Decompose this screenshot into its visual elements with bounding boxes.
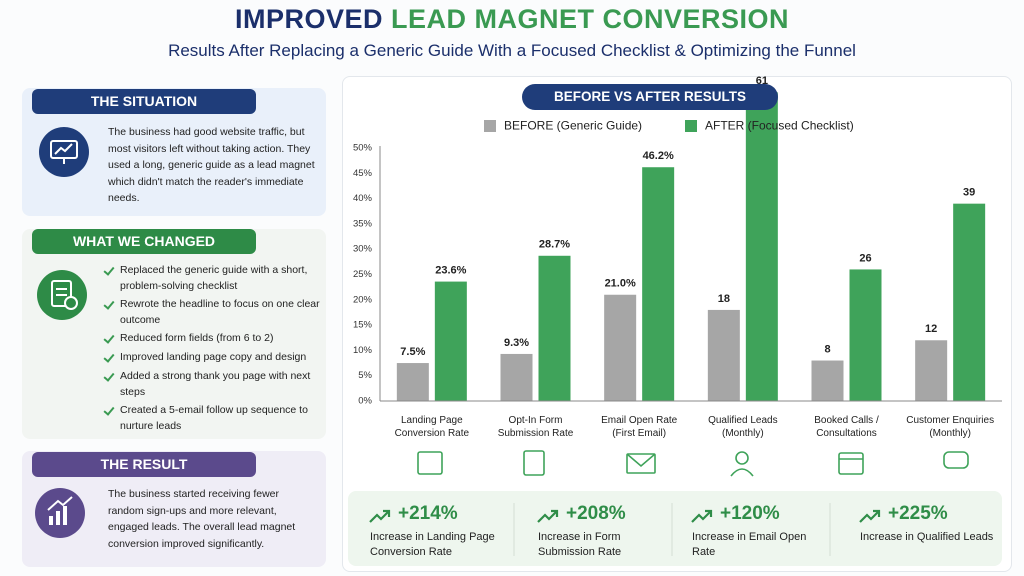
icon-part — [54, 143, 73, 155]
stat-label: Increase in Form Submission Rate — [538, 531, 622, 558]
value-label: 12 — [925, 323, 937, 335]
trend-arrow — [691, 510, 712, 523]
icon-part — [56, 511, 60, 525]
y-tick-label: 20% — [353, 294, 373, 305]
bar — [642, 167, 675, 401]
stat-value: +120% — [720, 503, 780, 524]
change-item: Reduced form fields (from 6 to 2) — [104, 331, 325, 347]
icon-part — [730, 468, 754, 477]
situation-text: The business had good website traffic, b… — [108, 126, 315, 204]
icon-part — [47, 496, 73, 511]
y-tick-label: 25% — [353, 269, 373, 280]
situation-icon — [39, 127, 89, 177]
trend-arrow-head — [705, 509, 713, 517]
value-label: 26 — [859, 252, 871, 264]
value-label: 8 — [824, 343, 830, 355]
value-label: 9.3% — [504, 337, 529, 349]
situation-heading: THE SITUATION — [32, 89, 256, 114]
value-label: 28.7% — [539, 239, 570, 251]
bar — [500, 353, 533, 401]
bar — [953, 203, 986, 401]
x-tick-label: Booked Calls / Consultations — [814, 415, 879, 439]
icon-part — [417, 451, 443, 475]
bar — [707, 309, 740, 401]
value-label: 46.2% — [643, 150, 674, 162]
chart-title: BEFORE VS AFTER RESULTS — [554, 89, 746, 104]
change-item: Rewrote the headline to focus on one cle… — [104, 297, 325, 328]
icon-part — [943, 451, 969, 469]
y-tick-label: 10% — [353, 345, 373, 356]
x-tick-label: Email Open Rate (First Email) — [601, 415, 678, 439]
trend-arrow — [537, 510, 558, 523]
icon-part — [63, 506, 67, 525]
category-icons — [417, 450, 969, 477]
icon-part — [49, 516, 53, 525]
value-label: 21.0% — [605, 278, 636, 290]
result-text: The business started receiving fewer ran… — [108, 488, 296, 550]
bar — [811, 360, 844, 401]
bar — [849, 269, 882, 401]
bar — [538, 255, 571, 401]
legend-swatch — [484, 120, 496, 132]
stat-value: +208% — [566, 503, 626, 524]
stats-dividers — [513, 503, 831, 556]
value-label: 7.5% — [400, 346, 425, 358]
change-item: Added a strong thank you page with next … — [104, 369, 325, 400]
page-title: IMPROVED LEAD MAGNET CONVERSION — [0, 4, 1024, 35]
change-item: Replaced the generic guide with a short,… — [104, 263, 325, 294]
bar — [745, 92, 778, 401]
legend-label: BEFORE (Generic Guide) — [504, 119, 642, 133]
legend-label: AFTER (Focused Checklist) — [705, 119, 854, 133]
bar — [434, 281, 467, 401]
x-tick-label: Qualified Leads (Monthly) — [708, 415, 778, 439]
trend-arrow-head — [383, 509, 391, 517]
change-item: Improved landing page copy and design — [104, 350, 325, 366]
value-label: 18 — [718, 293, 730, 305]
stats-strip — [348, 491, 1002, 566]
icon-part — [51, 280, 72, 307]
y-tick-label: 30% — [353, 244, 373, 255]
stat-label: Increase in Landing Page Conversion Rate — [370, 531, 495, 558]
y-tick-label: 35% — [353, 218, 373, 229]
trend-arrow — [369, 510, 390, 523]
bar — [915, 340, 948, 401]
x-tick-label: Opt-In Form Submission Rate — [497, 415, 574, 439]
title-rest: LEAD MAGNET CONVERSION — [391, 4, 790, 34]
icon-part — [735, 451, 749, 465]
value-label: 23.6% — [435, 264, 466, 276]
x-tick-label: Customer Enquiries (Monthly) — [906, 415, 995, 439]
trend-arrow-head — [873, 509, 881, 517]
icon-part — [626, 453, 656, 468]
changes-heading: WHAT WE CHANGED — [32, 229, 256, 254]
bar — [604, 294, 637, 401]
stat-value: +225% — [888, 503, 948, 524]
y-tick-label: 40% — [353, 193, 373, 204]
stat-label: Increase in Qualified Leads — [860, 531, 994, 543]
bar — [396, 363, 429, 401]
change-item: Created a 5-email follow up sequence to … — [104, 403, 325, 434]
x-tick-label: Landing Page Conversion Rate — [394, 415, 470, 439]
title-lead: IMPROVED — [234, 4, 383, 34]
chart-title-pill — [522, 84, 778, 110]
legend-swatch — [685, 120, 697, 132]
icon-part — [626, 453, 656, 474]
icon-part — [64, 296, 78, 310]
stat-label: Increase in Email Open Rate — [692, 531, 807, 558]
y-tick-label: 15% — [353, 320, 373, 331]
y-tick-label: 50% — [353, 143, 373, 154]
y-tick-label: 5% — [358, 370, 372, 381]
icon-part — [838, 452, 864, 475]
y-tick-label: 45% — [353, 168, 373, 179]
stat-value: +214% — [398, 503, 458, 524]
trend-arrow-head — [551, 509, 559, 517]
y-tick-label: 0% — [358, 396, 372, 407]
trend-arrow — [859, 510, 880, 523]
subtitle: Results After Replacing a Generic Guide … — [168, 41, 856, 60]
result-heading: THE RESULT — [32, 452, 256, 477]
icon-part — [523, 450, 545, 476]
value-label: 39 — [963, 187, 975, 199]
